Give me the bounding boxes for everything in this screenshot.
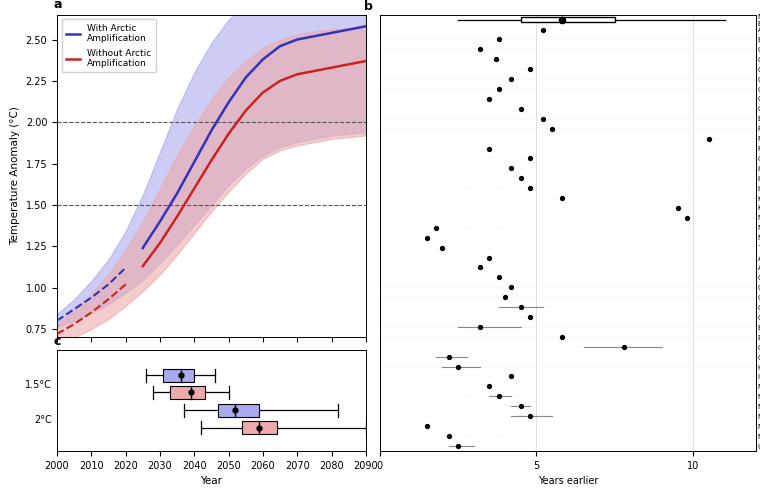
Bar [521, 17, 615, 22]
Text: b: b [365, 0, 373, 13]
Text: a: a [54, 0, 62, 11]
X-axis label: Years earlier
crossing 1.5°C: Years earlier crossing 1.5°C [533, 476, 603, 490]
Bar [163, 368, 195, 382]
Bar [218, 404, 259, 417]
Y-axis label: Temperature Anomaly (°C): Temperature Anomaly (°C) [10, 106, 20, 245]
Text: c: c [54, 335, 62, 348]
Legend: With Arctic
Amplification, Without Arctic
Amplification: With Arctic Amplification, Without Arcti… [62, 19, 156, 73]
X-axis label: Year: Year [201, 476, 223, 486]
Bar [242, 421, 277, 434]
Bar [170, 386, 204, 399]
